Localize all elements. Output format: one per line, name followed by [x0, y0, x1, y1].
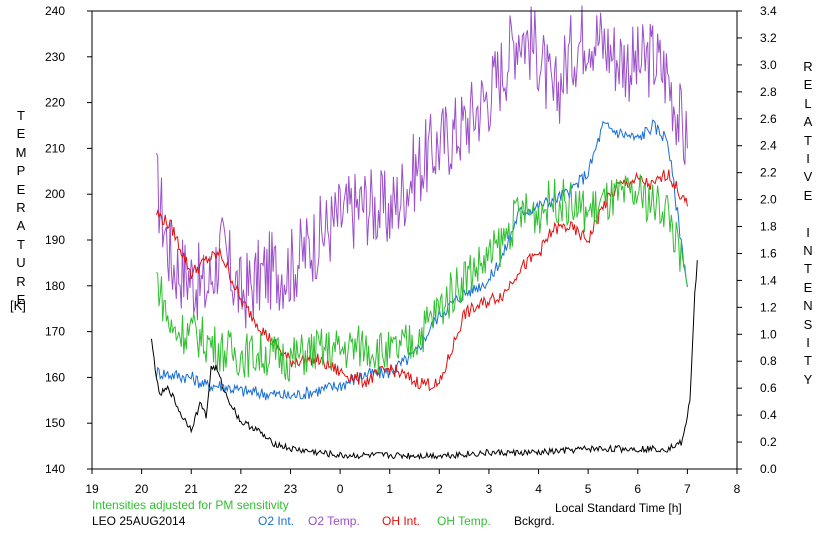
right-axis-title-letter: L [804, 95, 812, 111]
right-axis-title-letter: E [803, 187, 813, 203]
legend-item-o2-temp: O2 Temp. [308, 514, 360, 528]
x-tick-label: 8 [734, 482, 741, 496]
right-tick-label: 2.8 [760, 85, 777, 99]
left-tick-label: 180 [45, 279, 65, 293]
x-tick-label: 4 [535, 482, 542, 496]
plot-frame [91, 10, 738, 470]
legend-item-bckgrd: Bckgrd. [514, 514, 555, 528]
left-axis-title-letter: R [16, 200, 26, 216]
legend-item-oh-int: OH Int. [382, 514, 421, 528]
right-tick-label: 2.6 [760, 112, 777, 126]
left-tick-label: 220 [45, 96, 65, 110]
right-tick-label: 1.0 [760, 327, 777, 341]
x-axis-title: Local Standard Time [h] [555, 501, 682, 515]
right-axis-title-letter: T [804, 261, 812, 277]
left-tick-label: 160 [45, 370, 65, 384]
x-tick-label: 23 [284, 482, 298, 496]
left-tick-label: 150 [45, 416, 65, 430]
left-tick-label: 200 [45, 187, 65, 201]
x-tick-label: 3 [486, 482, 493, 496]
right-tick-label: 3.2 [760, 31, 777, 45]
right-tick-label: 1.6 [760, 246, 777, 260]
left-axis-title-letter: T [17, 108, 25, 123]
right-axis-title-letter: V [803, 169, 813, 185]
right-tick-label: 2.2 [760, 166, 777, 180]
right-axis-title-letter: I [806, 335, 810, 351]
x-tick-label: 19 [85, 482, 99, 496]
right-axis-title-letter: E [803, 279, 813, 295]
right-axis-title-letter: I [806, 151, 810, 167]
x-tick-label: 21 [185, 482, 199, 496]
series-line-o2-temp [156, 5, 688, 329]
legend-item-oh-temp: OH Temp. [437, 514, 491, 528]
series-line-oh-temp [156, 174, 688, 382]
right-tick-label: 0.0 [760, 462, 777, 476]
x-tick-label: 2 [436, 482, 443, 496]
left-axis-title-letter: M [15, 144, 27, 160]
right-tick-label: 0.4 [760, 408, 777, 422]
right-tick-label: 1.2 [760, 300, 777, 314]
left-axis-title-letter: P [16, 163, 26, 179]
right-tick-label: 3.4 [760, 4, 777, 18]
right-tick-label: 2.4 [760, 139, 777, 153]
right-tick-label: 3.0 [760, 58, 777, 72]
left-axis-title-letter: R [16, 273, 26, 289]
x-tick-label: 0 [337, 482, 344, 496]
left-axis-title-letter: U [16, 255, 26, 271]
right-axis-title-letter: N [803, 298, 813, 314]
right-tick-label: 2.0 [760, 193, 777, 207]
x-tick-label: 6 [634, 482, 641, 496]
left-axis-title-letter: A [16, 218, 26, 234]
right-tick-label: 0.8 [760, 354, 777, 368]
series-line-o2-int [156, 119, 688, 401]
left-axis-title-letter: E [16, 181, 26, 197]
left-tick-label: 230 [45, 50, 65, 64]
right-axis-title-letter: N [803, 243, 813, 259]
left-axis-unit: [K] [10, 298, 26, 313]
adjustment-note: Intensities adjusted for PM sensitivity [92, 498, 289, 512]
right-axis-title-letter: A [803, 114, 813, 130]
left-tick-label: 210 [45, 141, 65, 155]
right-axis-title-letter: R [803, 59, 813, 74]
left-tick-label: 190 [45, 233, 65, 247]
series-line-bckgrd [151, 260, 698, 461]
right-axis-title-letter: I [806, 224, 810, 240]
right-tick-label: 0.2 [760, 435, 777, 449]
right-axis-title-letter: T [804, 353, 812, 369]
right-tick-label: 1.4 [760, 273, 777, 287]
right-tick-label: 1.8 [760, 220, 777, 234]
left-tick-label: 170 [45, 325, 65, 339]
right-axis-title-letter: E [803, 77, 813, 93]
left-tick-label: 140 [45, 462, 65, 476]
right-axis-title-letter: T [804, 132, 812, 148]
series-line-oh-int [156, 169, 688, 392]
left-tick-label: 240 [45, 4, 65, 18]
left-axis-title-letter: E [16, 126, 26, 142]
left-axis-title-letter: E [16, 292, 26, 308]
x-tick-label: 22 [234, 482, 248, 496]
right-axis-title-letter: S [803, 316, 813, 332]
right-axis-title-letter: Y [803, 371, 813, 387]
x-tick-label: 7 [684, 482, 691, 496]
x-tick-label: 20 [135, 482, 149, 496]
x-tick-label: 5 [585, 482, 592, 496]
station-date-label: LEO 25AUG2014 [92, 514, 186, 528]
x-tick-label: 1 [386, 482, 393, 496]
legend-item-o2-int: O2 Int. [258, 514, 295, 528]
right-tick-label: 0.6 [760, 381, 777, 395]
left-axis-title-letter: T [17, 236, 25, 252]
